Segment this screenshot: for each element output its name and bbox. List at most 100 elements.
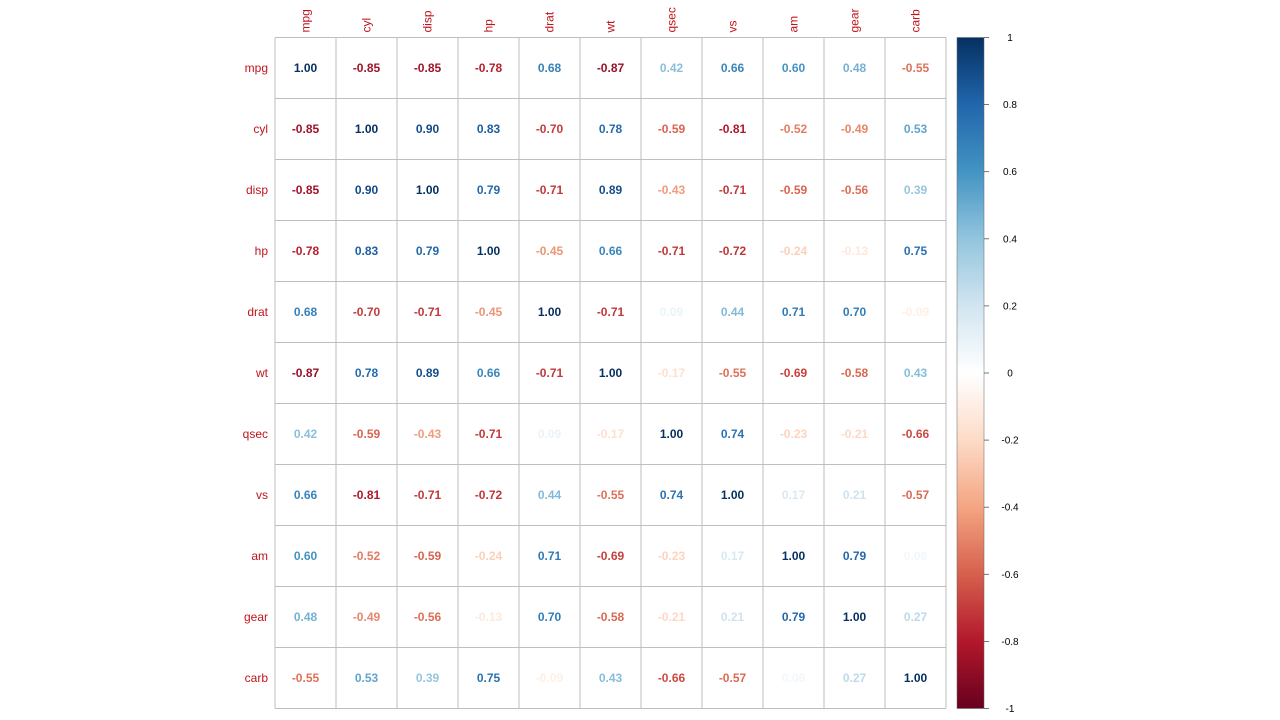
cell-value: 0.06 bbox=[904, 549, 928, 563]
heatmap-cell bbox=[275, 342, 336, 404]
cell-value: 0.39 bbox=[904, 183, 928, 197]
row-label: qsec bbox=[243, 427, 268, 441]
cell-value: 0.27 bbox=[904, 610, 928, 624]
row-label: mpg bbox=[245, 61, 268, 75]
cell-value: -0.21 bbox=[841, 427, 869, 441]
cell-value: -0.13 bbox=[475, 610, 503, 624]
cell-value: -0.59 bbox=[658, 122, 686, 136]
heatmap-cell bbox=[336, 98, 397, 160]
row-label: carb bbox=[245, 671, 269, 685]
heatmap-cell bbox=[336, 281, 397, 343]
color-legend-bar bbox=[956, 37, 985, 709]
heatmap-cell bbox=[397, 464, 458, 526]
heatmap-cell bbox=[885, 647, 946, 709]
legend-tick-label: 0.6 bbox=[1003, 167, 1017, 178]
column-label: drat bbox=[543, 11, 557, 32]
heatmap-cell bbox=[336, 525, 397, 587]
heatmap-cell bbox=[885, 37, 946, 99]
cell-value: 0.89 bbox=[416, 366, 440, 380]
legend-tick-label: 0.8 bbox=[1003, 100, 1017, 111]
heatmap-cell bbox=[336, 37, 397, 99]
heatmap-cell bbox=[519, 98, 580, 160]
cell-value: -0.81 bbox=[353, 488, 381, 502]
cell-value: 0.42 bbox=[660, 61, 684, 75]
heatmap-cell bbox=[397, 525, 458, 587]
heatmap-cell bbox=[702, 98, 763, 160]
cell-value: -0.59 bbox=[780, 183, 808, 197]
heatmap-cell bbox=[580, 647, 641, 709]
heatmap-cell bbox=[458, 37, 519, 99]
cell-value: -0.87 bbox=[292, 366, 320, 380]
cell-value: 0.70 bbox=[538, 610, 562, 624]
cell-value: -0.57 bbox=[902, 488, 930, 502]
cell-value: 0.21 bbox=[843, 488, 867, 502]
cell-value: -0.69 bbox=[780, 366, 808, 380]
cell-value: -0.55 bbox=[292, 671, 320, 685]
heatmap-cell bbox=[580, 220, 641, 282]
cell-value: -0.85 bbox=[292, 122, 320, 136]
heatmap-cell bbox=[763, 159, 824, 221]
column-label: vs bbox=[726, 21, 740, 33]
cell-value: 1.00 bbox=[660, 427, 684, 441]
cell-value: 0.60 bbox=[294, 549, 318, 563]
heatmap-cell bbox=[519, 159, 580, 221]
cell-value: -0.71 bbox=[414, 305, 442, 319]
cell-value: -0.66 bbox=[902, 427, 930, 441]
column-label: gear bbox=[848, 8, 862, 32]
heatmap-cell bbox=[397, 342, 458, 404]
cell-value: 1.00 bbox=[782, 549, 806, 563]
cell-value: 0.17 bbox=[721, 549, 745, 563]
cell-value: -0.72 bbox=[475, 488, 503, 502]
heatmap-cell bbox=[641, 159, 702, 221]
heatmap-cell bbox=[763, 403, 824, 465]
cell-value: -0.71 bbox=[536, 366, 564, 380]
heatmap-cell bbox=[702, 403, 763, 465]
column-label: wt bbox=[604, 20, 618, 34]
cell-value: -0.56 bbox=[841, 183, 869, 197]
cell-value: -0.17 bbox=[597, 427, 625, 441]
heatmap-cell bbox=[763, 281, 824, 343]
heatmap-cell bbox=[519, 403, 580, 465]
cell-value: -0.69 bbox=[597, 549, 625, 563]
column-label: carb bbox=[909, 9, 923, 33]
heatmap-cell bbox=[458, 647, 519, 709]
heatmap-grid bbox=[274, 37, 947, 709]
heatmap-cell bbox=[641, 403, 702, 465]
heatmap-cell bbox=[275, 403, 336, 465]
cell-value: -0.71 bbox=[475, 427, 503, 441]
cell-value: -0.71 bbox=[536, 183, 564, 197]
heatmap-cell bbox=[824, 525, 885, 587]
cell-value: -0.87 bbox=[597, 61, 625, 75]
column-label: am bbox=[787, 16, 801, 33]
cell-value: 0.53 bbox=[904, 122, 928, 136]
cell-value: 0.78 bbox=[355, 366, 379, 380]
cell-value: -0.09 bbox=[536, 671, 564, 685]
cell-value: 0.66 bbox=[477, 366, 501, 380]
cell-value: -0.71 bbox=[658, 244, 686, 258]
column-labels: mpg cyl disp hp drat wt qsec vs am gear carb bbox=[299, 7, 923, 33]
heatmap-cell bbox=[580, 37, 641, 99]
heatmap-cell bbox=[519, 281, 580, 343]
heatmap-cell bbox=[275, 220, 336, 282]
heatmap-cell bbox=[336, 220, 397, 282]
cell-value-labels: 1.00 -0.85 -0.85 -0.78 0.68 -0.87 0.42 0.66 0.60… bbox=[292, 61, 930, 685]
cell-value: -0.71 bbox=[414, 488, 442, 502]
heatmap-cell bbox=[519, 342, 580, 404]
heatmap-cell bbox=[763, 525, 824, 587]
heatmap-cell bbox=[458, 159, 519, 221]
cell-value: -0.78 bbox=[475, 61, 503, 75]
cell-value: 0.79 bbox=[477, 183, 501, 197]
heatmap-cell bbox=[275, 647, 336, 709]
cell-value: 0.75 bbox=[477, 671, 501, 685]
cell-value: -0.59 bbox=[414, 549, 442, 563]
cell-value: -0.71 bbox=[597, 305, 625, 319]
legend-tick-label: 0.2 bbox=[1003, 301, 1017, 312]
heatmap-cell bbox=[275, 464, 336, 526]
cell-value: -0.81 bbox=[719, 122, 747, 136]
heatmap-cell bbox=[641, 281, 702, 343]
heatmap-cell bbox=[275, 159, 336, 221]
cell-value: 0.09 bbox=[660, 305, 684, 319]
column-label: cyl bbox=[360, 18, 374, 33]
row-label: am bbox=[251, 549, 268, 563]
heatmap-cell bbox=[458, 342, 519, 404]
